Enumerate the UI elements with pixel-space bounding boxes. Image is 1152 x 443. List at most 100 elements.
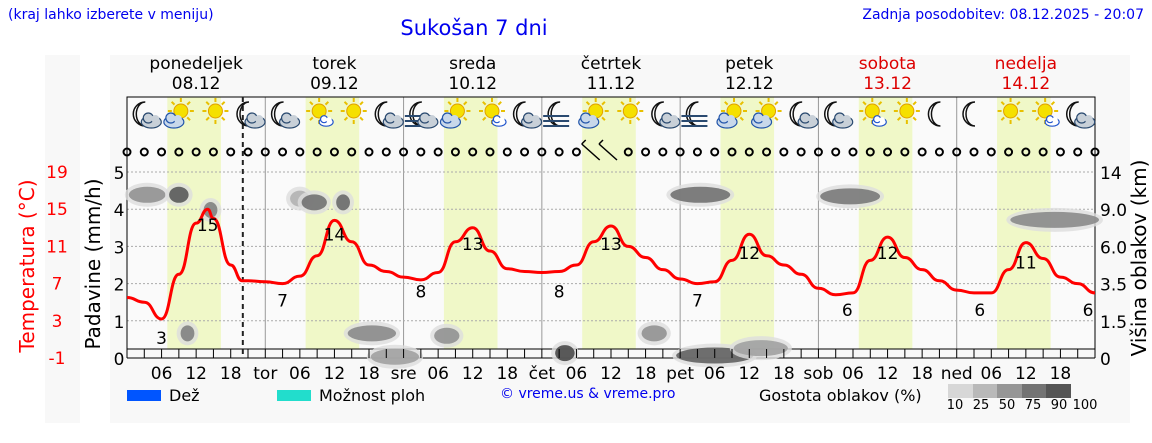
sun-ray bbox=[862, 116, 867, 121]
calm-wind-icon bbox=[295, 147, 305, 157]
cloud-puff bbox=[450, 115, 459, 123]
cloud-cell bbox=[733, 340, 788, 357]
sun-ray bbox=[186, 116, 191, 121]
calm-wind-icon bbox=[329, 147, 339, 157]
temp-tick-label: -1 bbox=[49, 349, 66, 369]
x-tick-label: 18 bbox=[496, 364, 518, 384]
cloud-height-tick-label: 0 bbox=[1100, 350, 1111, 370]
calm-wind-icon bbox=[1021, 147, 1031, 157]
x-tick-label: 12 bbox=[324, 364, 346, 384]
cloud-puff bbox=[761, 115, 770, 123]
density-swatch bbox=[1046, 384, 1071, 398]
density-step-label: 90 bbox=[1050, 398, 1068, 413]
sun-ray bbox=[482, 101, 487, 106]
calm-wind-icon bbox=[1038, 147, 1048, 157]
cloud-puff bbox=[808, 115, 817, 123]
x-tick-label: 18 bbox=[1050, 364, 1072, 384]
sun-ray bbox=[1016, 116, 1021, 121]
cloud-shape bbox=[491, 115, 507, 127]
cloud-cell bbox=[169, 186, 189, 203]
x-tick-day-label: sob bbox=[803, 364, 833, 384]
cloud-cell bbox=[128, 186, 166, 203]
sun-ray bbox=[205, 116, 210, 121]
density-swatch bbox=[997, 384, 1022, 398]
sun-ray bbox=[724, 101, 729, 106]
sun-ray bbox=[620, 101, 625, 106]
day-date-label: 10.12 bbox=[448, 74, 497, 94]
cloud-shape bbox=[163, 112, 185, 129]
calm-wind-icon bbox=[208, 147, 218, 157]
moon-cloud-icon bbox=[132, 101, 162, 129]
calm-wind-icon bbox=[762, 147, 772, 157]
precip-tick-label: 4 bbox=[114, 201, 125, 221]
cloud-height-tick-label: 6.0 bbox=[1100, 238, 1127, 258]
cloud-shape bbox=[140, 112, 162, 129]
temp-min-label: 3 bbox=[156, 329, 167, 349]
x-tick-label: 18 bbox=[635, 364, 657, 384]
sun-cloud-icon bbox=[716, 98, 747, 129]
day-name-label: sobota bbox=[859, 54, 917, 74]
sun-ray bbox=[309, 101, 314, 106]
calm-wind-icon bbox=[744, 147, 754, 157]
sun-ray bbox=[877, 101, 883, 106]
calm-wind-icon bbox=[347, 147, 357, 157]
cloud-shape bbox=[417, 112, 439, 129]
wind-barb-shaft bbox=[598, 143, 618, 161]
x-tick-label: 06 bbox=[566, 364, 588, 384]
location-hint[interactable]: (kraj lahko izberete v meniju) bbox=[8, 7, 214, 23]
calm-wind-icon bbox=[191, 147, 201, 157]
density-swatch bbox=[972, 384, 997, 398]
calm-wind-icon bbox=[364, 147, 374, 157]
density-step-label: 10 bbox=[946, 398, 964, 413]
moon-cloud-icon bbox=[789, 101, 819, 129]
sun-small-cloud-icon bbox=[859, 98, 887, 127]
precip-axis-title: Padavine (mm/h) bbox=[81, 178, 105, 349]
cloud-shape bbox=[382, 112, 404, 129]
temp-tick-label: 19 bbox=[46, 163, 68, 183]
cloud-shape bbox=[797, 112, 819, 129]
temp-tick-label: 7 bbox=[52, 275, 63, 295]
temp-axis-title: Temperatura (°C) bbox=[15, 179, 39, 353]
wind-barb-feather bbox=[598, 139, 604, 145]
sun-ray bbox=[186, 101, 191, 106]
calm-wind-icon bbox=[727, 147, 737, 157]
wind-barb-shaft bbox=[581, 143, 601, 161]
calm-wind-icon bbox=[658, 147, 668, 157]
cloud-shape bbox=[1074, 112, 1096, 129]
sun-disc bbox=[864, 103, 880, 119]
calm-wind-icon bbox=[312, 147, 322, 157]
sun-ray bbox=[463, 116, 468, 121]
calm-wind-icon bbox=[520, 147, 530, 157]
cloud-puff bbox=[427, 115, 436, 123]
x-tick-label: 06 bbox=[289, 364, 311, 384]
x-tick-day-label: tor bbox=[253, 364, 277, 384]
calm-wind-icon bbox=[174, 147, 184, 157]
x-tick-label: 12 bbox=[462, 364, 484, 384]
calm-wind-icon bbox=[450, 147, 460, 157]
temp-min-label: 6 bbox=[974, 301, 985, 321]
cloud-puff bbox=[393, 115, 402, 123]
precip-tick-label: 0 bbox=[114, 350, 125, 370]
chart-title: Sukošan 7 dni bbox=[400, 16, 548, 40]
x-tick-label: 12 bbox=[185, 364, 207, 384]
x-tick-label: 12 bbox=[877, 364, 899, 384]
cloud-shape bbox=[1044, 115, 1060, 127]
temp-max-label: 15 bbox=[197, 216, 219, 236]
sun-icon bbox=[893, 98, 920, 124]
sun-ray bbox=[1000, 101, 1005, 106]
cloud-shape bbox=[659, 112, 681, 129]
legend-showers: Možnost ploh bbox=[277, 386, 425, 405]
density-label: Gostota oblakov (%) bbox=[759, 386, 922, 405]
moon-icon bbox=[962, 101, 976, 127]
credit-link[interactable]: © vreme.us & vreme.pro bbox=[500, 386, 676, 402]
sun-disc bbox=[207, 103, 223, 119]
daylight-band bbox=[720, 97, 775, 349]
calm-wind-icon bbox=[813, 147, 823, 157]
sun-ray bbox=[896, 101, 902, 106]
sun-ray bbox=[343, 101, 349, 106]
temp-min-label: 8 bbox=[554, 282, 565, 302]
cloud-height-tick-label: 9.0 bbox=[1100, 201, 1127, 221]
calm-wind-icon bbox=[675, 147, 685, 157]
calm-wind-icon bbox=[831, 147, 841, 157]
